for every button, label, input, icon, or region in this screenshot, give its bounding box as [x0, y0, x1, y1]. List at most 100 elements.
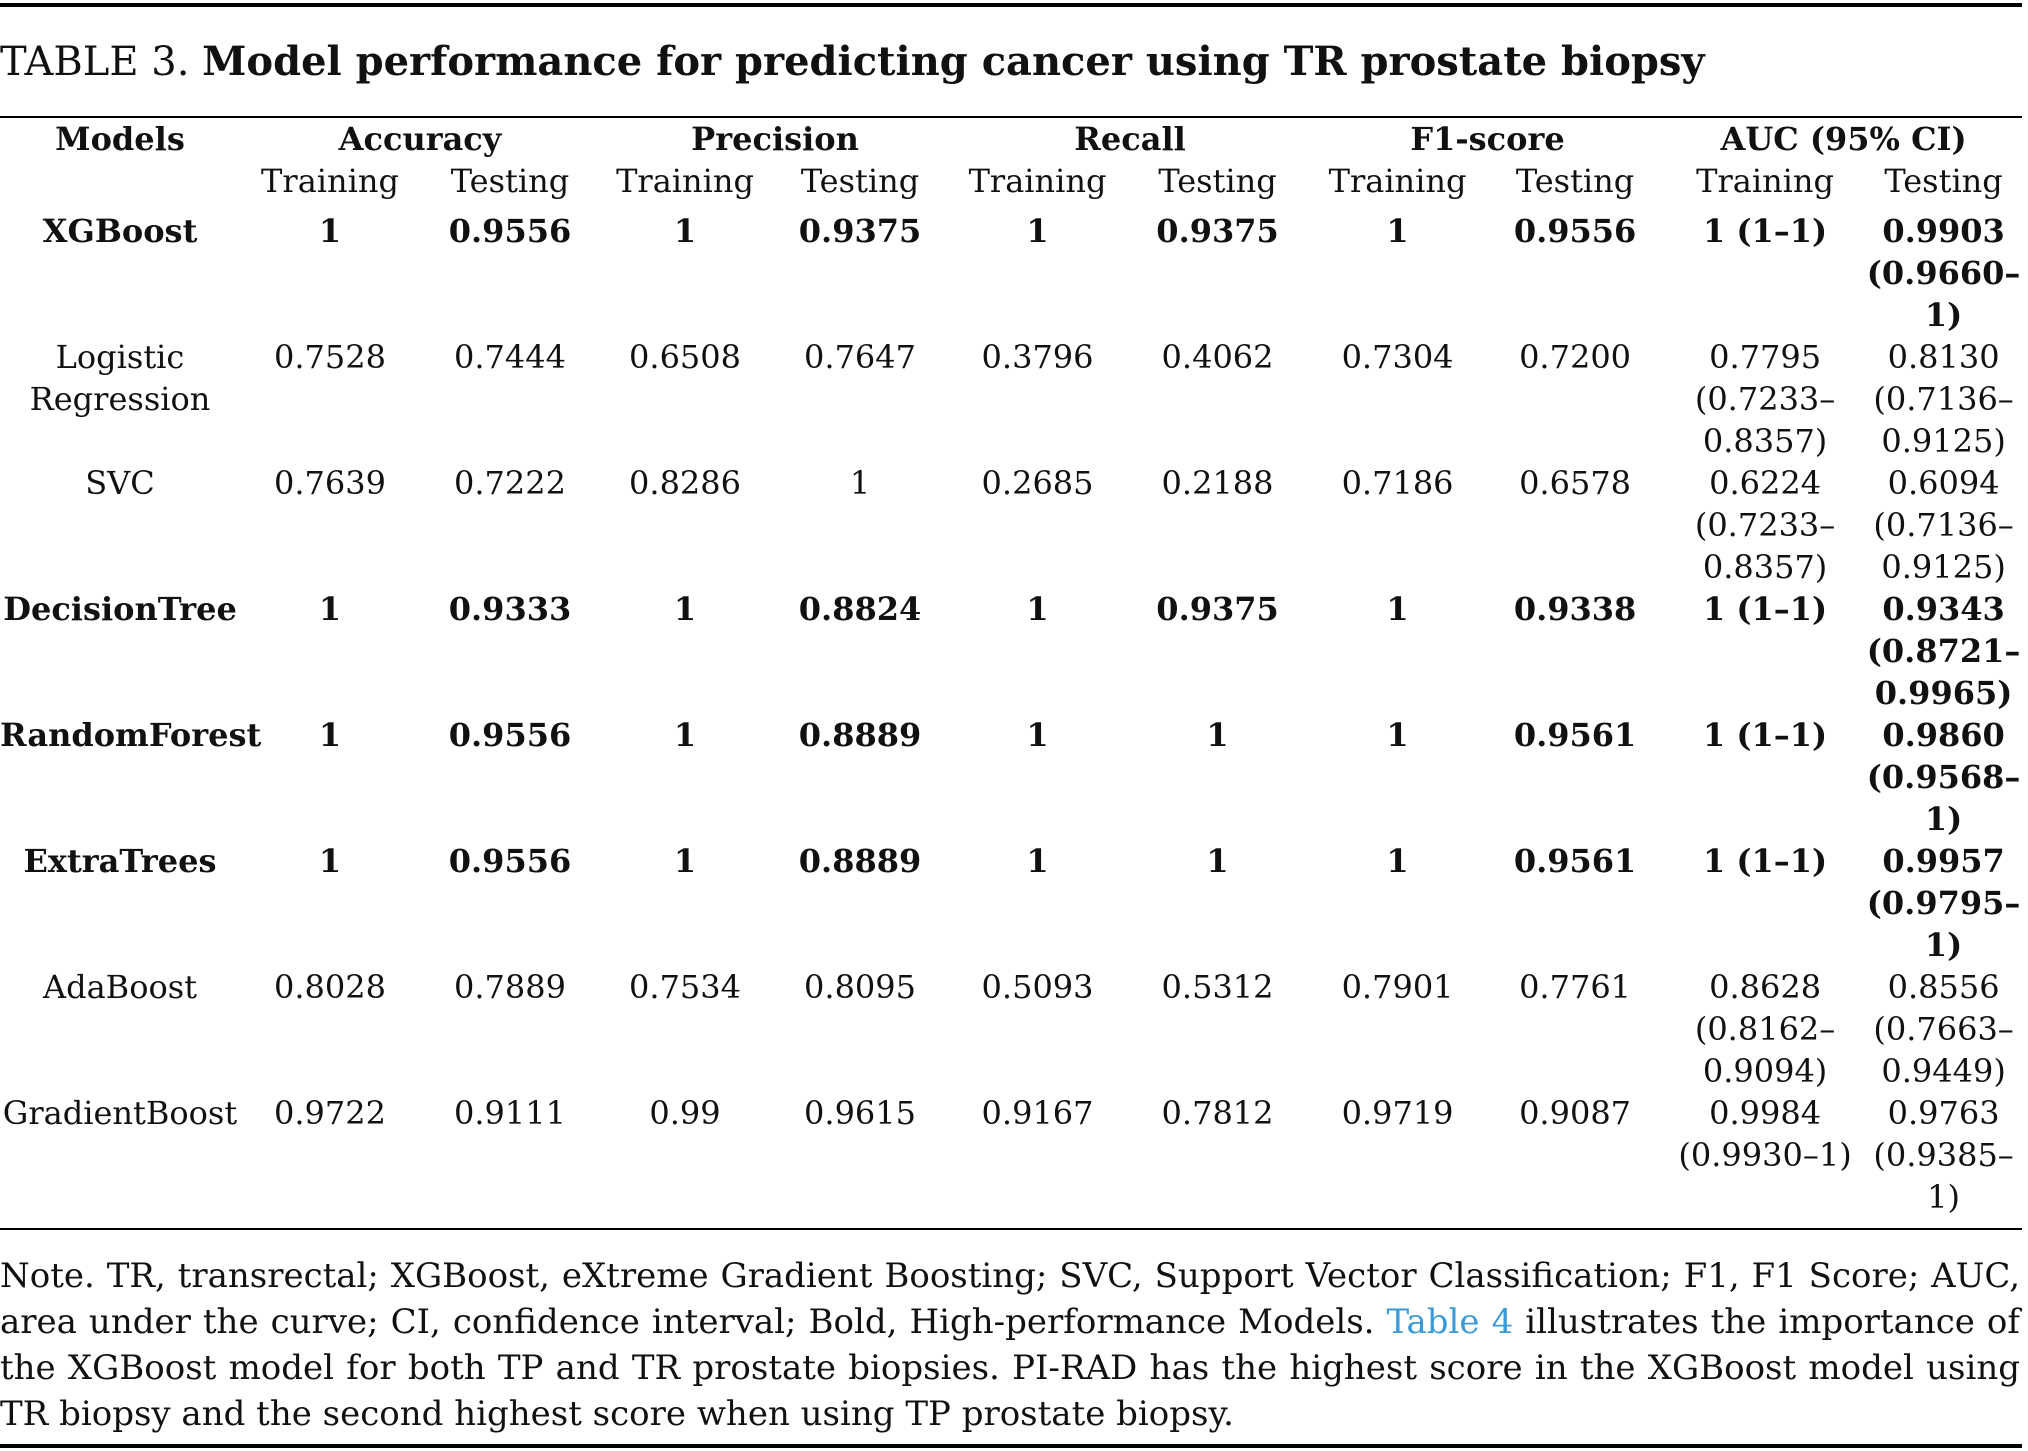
subheader: Testing: [1158, 162, 1277, 200]
top-rule: [0, 3, 2022, 7]
value-cell: 0.7639: [274, 464, 386, 502]
value-cell: 0.7647: [804, 338, 916, 376]
value-cell: 1: [1026, 716, 1049, 754]
model-name-cell: RandomForest: [0, 716, 262, 754]
value-cell: 1: [849, 464, 871, 502]
value-cell: 0.3796: [981, 338, 1094, 376]
table-row: SVC 0.7639 0.7222 0.8286 1 0.2685 0.2188 0.7186…: [0, 462, 2022, 588]
models-header: Models: [55, 120, 185, 158]
table-caption: TABLE 3. Model performance for predictin…: [0, 38, 1705, 85]
value-cell: 0.9556: [1513, 212, 1637, 250]
model-name-cell: ExtraTrees: [23, 842, 217, 880]
value-cell: 1: [1206, 842, 1229, 880]
value-cell: 0.9957 (0.9795–1): [1866, 842, 2021, 964]
model-name-cell: GradientBoost: [2, 1094, 238, 1132]
value-cell: 0.8130 (0.7136–0.9125): [1873, 338, 2014, 460]
value-cell: 0.7534: [629, 968, 741, 1006]
value-cell: 1: [673, 716, 697, 754]
value-cell: 0.2685: [981, 464, 1094, 502]
table-row: ExtraTrees 1 0.9556 1 0.8889 1 1 1 0.9561 1 (1–1)…: [0, 840, 2022, 966]
value-cell: 0.8556 (0.7663–0.9449): [1873, 968, 2014, 1090]
value-cell: 1: [673, 212, 697, 250]
model-name-cell: XGBoost: [42, 212, 198, 250]
value-cell: 0.9556: [448, 842, 572, 880]
table-row: XGBoost 1 0.9556 1 0.9375 1 0.9375 1 0.9556 1 (1–…: [0, 202, 2022, 336]
value-cell: 0.9984 (0.9930–1): [1678, 1094, 1852, 1174]
value-cell: 1: [673, 842, 697, 880]
value-cell: 0.9860 (0.9568–1): [1866, 716, 2021, 838]
value-cell: 0.7222: [454, 464, 566, 502]
value-cell: 0.6224 (0.7233–0.8357): [1694, 464, 1836, 586]
model-name-cell: DecisionTree: [3, 590, 237, 628]
subheader: Training: [616, 162, 754, 200]
value-cell: 0.8889: [798, 716, 922, 754]
value-cell: 0.7186: [1341, 464, 1454, 502]
note-text: Note. TR, transrectal; XGBoost, eXtreme …: [0, 1256, 2020, 1342]
value-cell: 1 (1–1): [1702, 842, 1828, 880]
model-name-cell: SVC: [85, 464, 155, 502]
table-row: Logistic Regression 0.7528 0.7444 0.6508 0.7…: [0, 336, 2022, 462]
value-cell: 0.2188: [1161, 464, 1274, 502]
value-cell: 0.9375: [1156, 590, 1279, 628]
value-cell: 1: [318, 842, 342, 880]
table-note: Note. TR, transrectal; XGBoost, eXtreme …: [0, 1253, 2020, 1437]
subheader: Training: [261, 162, 399, 200]
value-cell: 0.6578: [1519, 464, 1632, 502]
value-cell: 0.9111: [454, 1094, 566, 1132]
group-header: AUC (95% CI): [1720, 120, 1967, 158]
value-cell: 0.9338: [1513, 590, 1637, 628]
value-cell: 1: [673, 590, 697, 628]
subheader: Testing: [450, 162, 570, 200]
value-cell: 0.8824: [798, 590, 922, 628]
value-cell: 0.6508: [629, 338, 741, 376]
value-cell: 0.8889: [798, 842, 922, 880]
value-cell: 1: [1206, 716, 1229, 754]
subheader: Training: [1696, 162, 1834, 200]
value-cell: 0.5093: [981, 968, 1094, 1006]
table-row: DecisionTree 1 0.9333 1 0.8824 1 0.9375 1 0.9338…: [0, 588, 2022, 714]
value-cell: 0.7795 (0.7233–0.8357): [1694, 338, 1836, 460]
value-cell: 1: [1026, 842, 1049, 880]
value-cell: 1: [1026, 590, 1049, 628]
group-header: Precision: [691, 120, 859, 158]
value-cell: 0.7889: [454, 968, 566, 1006]
group-header: F1-score: [1410, 120, 1565, 158]
value-cell: 1: [1386, 716, 1409, 754]
value-cell: 0.8628 (0.8162–0.9094): [1694, 968, 1836, 1090]
value-cell: 1 (1–1): [1702, 590, 1828, 628]
note-text-continued: illustrates the importance of the XGBoos…: [0, 1302, 2020, 1434]
table-row: AdaBoost 0.8028 0.7889 0.7534 0.8095 0.5093 0.…: [0, 966, 2022, 1092]
subheader: Training: [968, 162, 1107, 200]
value-cell: 0.99: [649, 1094, 721, 1132]
group-header: Accuracy: [338, 120, 502, 158]
value-cell: 0.6094 (0.7136–0.9125): [1873, 464, 2014, 586]
performance-table: Models Accuracy Precision Recall F1-scor…: [0, 118, 2022, 1218]
value-cell: 1: [1386, 590, 1409, 628]
value-cell: 0.8028: [274, 968, 386, 1006]
subheader: Training: [1328, 162, 1467, 200]
value-cell: 1 (1–1): [1702, 716, 1828, 754]
value-cell: 0.9763 (0.9385–1): [1873, 1094, 2014, 1216]
value-cell: 0.7528: [274, 338, 386, 376]
value-cell: 0.9556: [448, 212, 572, 250]
value-cell: 0.8286: [629, 464, 741, 502]
subheader: Testing: [1884, 162, 2003, 200]
value-cell: 0.7761: [1519, 968, 1632, 1006]
value-cell: 0.7200: [1519, 338, 1632, 376]
bottom-table-rule: [0, 1228, 2022, 1230]
value-cell: 1: [1026, 212, 1049, 250]
table-4-link[interactable]: Table 4: [1386, 1302, 1514, 1342]
value-cell: 0.9719: [1341, 1094, 1454, 1132]
value-cell: 1: [318, 590, 342, 628]
table-row: GradientBoost 0.9722 0.9111 0.99 0.9615 0.916…: [0, 1092, 2022, 1218]
value-cell: 0.7901: [1341, 968, 1454, 1006]
value-cell: 1: [1386, 212, 1409, 250]
value-cell: 0.9556: [448, 716, 572, 754]
value-cell: 0.9167: [981, 1094, 1094, 1132]
model-name-cell: AdaBoost: [43, 968, 197, 1006]
value-cell: 0.7444: [454, 338, 566, 376]
value-cell: 0.9561: [1513, 716, 1637, 754]
value-cell: 0.9333: [448, 590, 572, 628]
value-cell: 1 (1–1): [1702, 212, 1828, 250]
caption-title: Model performance for predicting cancer …: [202, 38, 1705, 85]
